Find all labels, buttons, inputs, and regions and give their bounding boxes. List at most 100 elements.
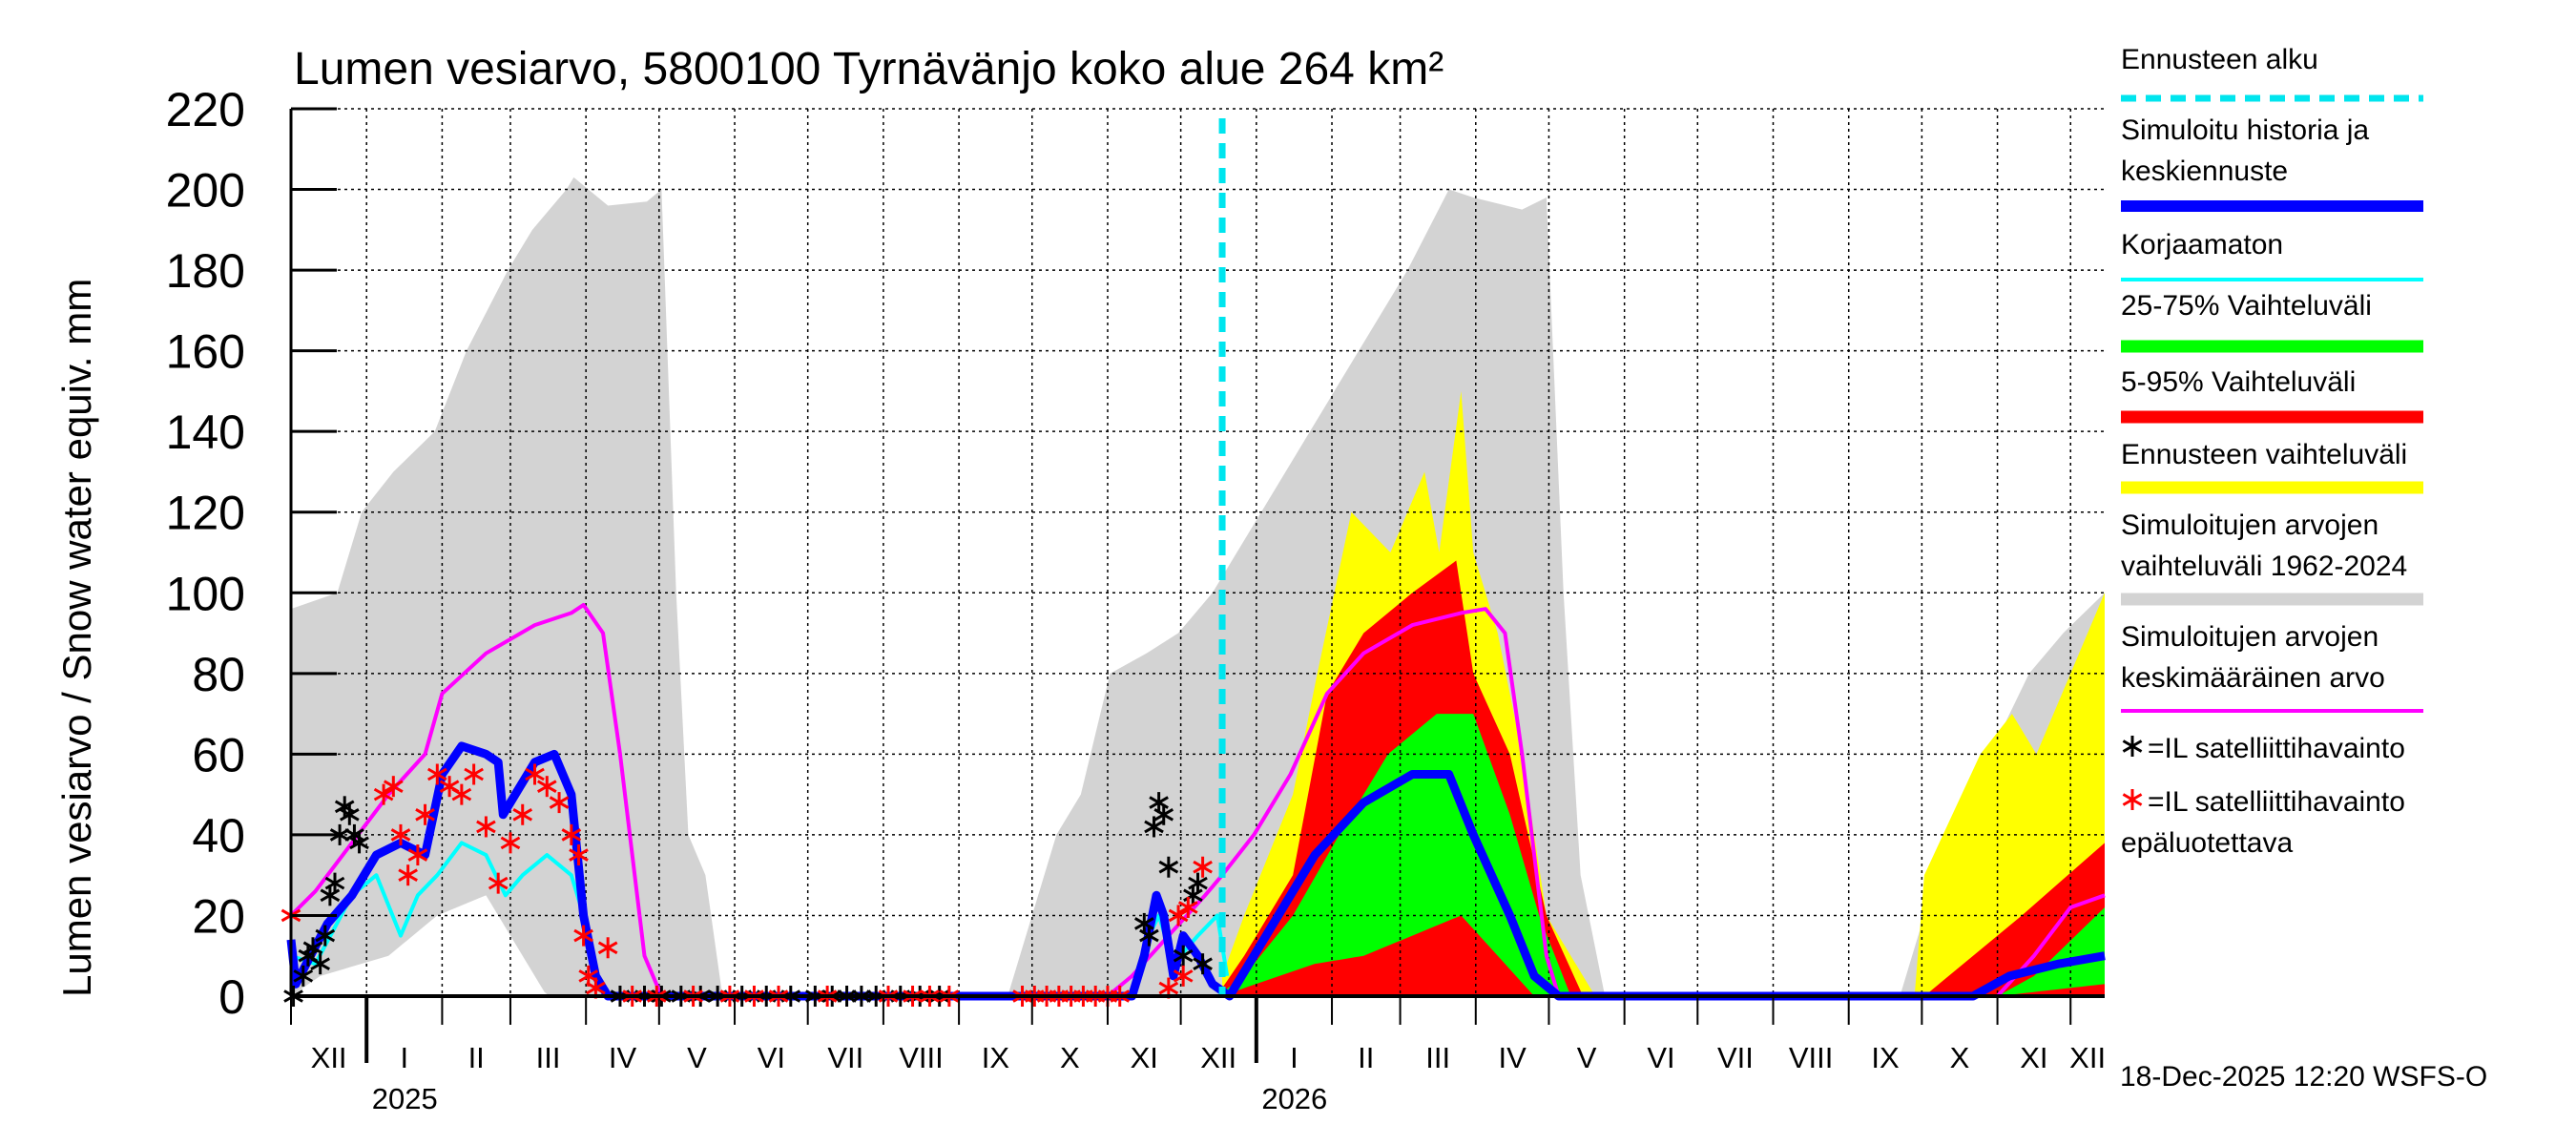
obs-unreliable-marker [512, 803, 533, 825]
obs-unreliable-marker [383, 776, 404, 798]
legend-label: keskiennuste [2121, 156, 2288, 187]
legend-label: Simuloitujen arvojen [2121, 621, 2379, 653]
obs-unreliable-marker [407, 844, 428, 866]
legend: Ennusteen alku Simuloitu historia ja keski… [2121, 44, 2423, 859]
month-label: I [1290, 1041, 1298, 1074]
year-label: 2025 [372, 1082, 438, 1115]
month-label: XII [1200, 1041, 1236, 1074]
month-label: V [1577, 1041, 1597, 1074]
obs-unreliable-marker [390, 823, 411, 845]
month-label: X [1950, 1041, 1970, 1074]
obs-unreliable-marker [426, 763, 447, 785]
y-tick-label: 200 [166, 164, 245, 218]
obs-marker [1153, 803, 1174, 825]
y-tick-label: 120 [166, 487, 245, 540]
month-label: X [1060, 1041, 1080, 1074]
obs-marker [324, 872, 345, 894]
obs-marker [1193, 953, 1213, 975]
month-label: III [536, 1041, 561, 1074]
legend-label: Ennusteen vaihteluväli [2121, 439, 2407, 470]
month-label: I [401, 1041, 409, 1074]
obs-marker [1139, 925, 1159, 947]
month-label: VIII [899, 1041, 944, 1074]
obs-unreliable-marker [373, 783, 394, 805]
legend-marker-obs [2122, 736, 2143, 757]
y-axis-label: Lumen vesiarvo / Snow water equiv. mm [54, 279, 99, 997]
month-label: II [468, 1041, 485, 1074]
month-label: XI [2020, 1041, 2047, 1074]
obs-unreliable-marker [500, 832, 521, 854]
month-label: III [1425, 1041, 1450, 1074]
month-label: IX [982, 1041, 1010, 1074]
y-tick-label: 0 [218, 970, 245, 1024]
month-label: VII [827, 1041, 863, 1074]
legend-label: =IL satelliittihavainto [2148, 786, 2405, 818]
month-label: IX [1871, 1041, 1900, 1074]
y-tick-label: 180 [166, 244, 245, 298]
obs-marker [315, 925, 336, 947]
obs-marker [1144, 816, 1164, 838]
y-tick-label: 100 [166, 567, 245, 620]
plot-bands [291, 177, 2105, 997]
legend-label: Ennusteen alku [2121, 44, 2318, 75]
y-tick-label: 160 [166, 325, 245, 379]
legend-label: Korjaamaton [2121, 229, 2283, 260]
obs-unreliable-marker [561, 823, 582, 845]
y-tick-label: 40 [192, 809, 245, 863]
month-label: XI [1131, 1041, 1158, 1074]
legend-label: Simuloitujen arvojen [2121, 510, 2379, 541]
legend-label: keskimääräinen arvo [2121, 662, 2385, 694]
y-tick-label: 220 [166, 83, 245, 136]
legend-label: epäluotettava [2121, 827, 2293, 859]
obs-unreliable-marker [549, 792, 570, 814]
y-tick-label: 140 [166, 406, 245, 459]
obs-unreliable-marker [597, 937, 618, 959]
obs-marker [293, 965, 314, 987]
legend-label: Simuloitu historia ja [2121, 114, 2369, 146]
obs-unreliable-marker [525, 763, 545, 785]
y-tick-label: 20 [192, 889, 245, 943]
month-label: V [687, 1041, 707, 1074]
obs-unreliable-marker [488, 872, 509, 894]
obs-unreliable-marker [569, 844, 589, 866]
legend-label: vaihteluväli 1962-2024 [2121, 551, 2407, 582]
p25-75-band [1222, 714, 2105, 996]
obs-unreliable-marker [451, 783, 472, 805]
month-label: XII [2069, 1041, 2106, 1074]
obs-marker [340, 803, 360, 825]
hist-range-band [291, 177, 2105, 996]
month-label: VI [758, 1041, 785, 1074]
obs-marker [349, 832, 369, 854]
month-label: VII [1717, 1041, 1754, 1074]
obs-marker [1173, 945, 1194, 967]
obs-marker [1188, 872, 1208, 894]
obs-unreliable-marker [1168, 905, 1189, 926]
obs-unreliable-marker [415, 803, 435, 825]
grid [291, 108, 2105, 996]
plot-lines [280, 118, 2106, 1007]
y-tick-label: 60 [192, 728, 245, 781]
legend-label: 25-75% Vaihteluväli [2121, 290, 2372, 322]
month-label: VI [1647, 1041, 1674, 1074]
month-label: IV [1498, 1041, 1527, 1074]
chart-title: Lumen vesiarvo, 5800100 Tyrnävänjo koko … [294, 44, 1444, 94]
obs-marker [1158, 856, 1179, 878]
month-label: IV [609, 1041, 637, 1074]
obs-unreliable-marker [476, 816, 496, 838]
y-tick-label: 80 [192, 648, 245, 701]
legend-label: 5-95% Vaihteluväli [2121, 366, 2356, 398]
legend-marker-obs_unreliable [2122, 789, 2143, 810]
legend-label: =IL satelliittihavainto [2148, 733, 2405, 764]
timestamp: 18-Dec-2025 12:20 WSFS-O [2120, 1061, 2487, 1093]
month-label: VIII [1789, 1041, 1834, 1074]
obs-unreliable-marker [464, 763, 484, 785]
obs-marker [302, 937, 323, 959]
obs-unreliable-marker [398, 864, 418, 886]
year-label: 2026 [1261, 1082, 1327, 1115]
obs-marker [310, 953, 330, 975]
month-label: II [1358, 1041, 1374, 1074]
obs-unreliable-marker [1177, 897, 1198, 918]
obs-unreliable-marker [1173, 965, 1194, 987]
